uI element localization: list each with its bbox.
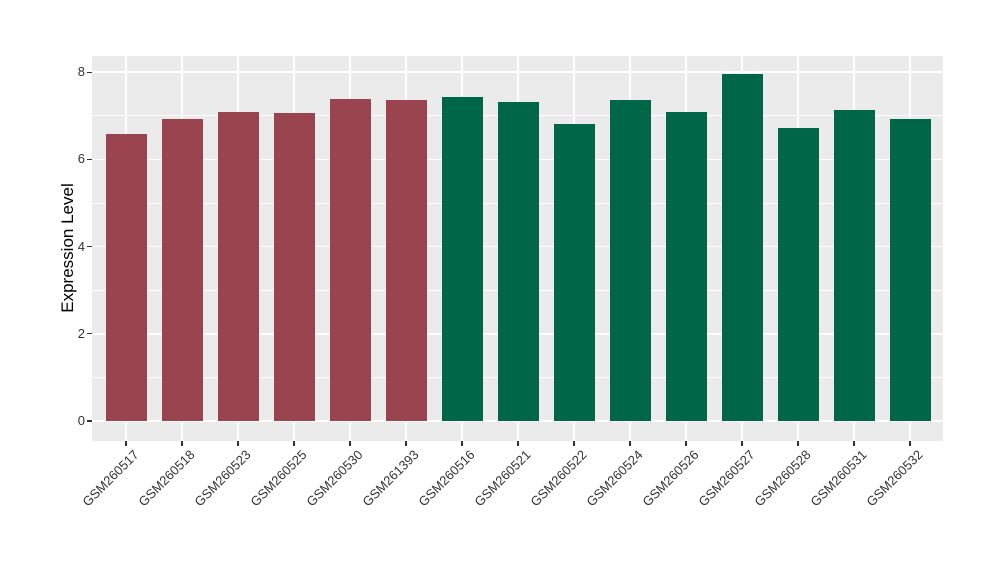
x-tick-mark — [125, 441, 127, 446]
bar — [105, 133, 147, 421]
x-tick-label: GSM260517 — [79, 447, 142, 510]
y-tick-label: 8 — [77, 64, 85, 80]
bar — [833, 109, 875, 421]
y-tick-label: 6 — [77, 151, 85, 167]
bar — [721, 73, 763, 421]
x-tick-mark — [685, 441, 687, 446]
x-tick-label: GSM260516 — [415, 447, 478, 510]
bar — [665, 112, 707, 421]
x-tick-label: GSM260518 — [135, 447, 198, 510]
bar — [609, 100, 651, 421]
x-tick-label: GSM260525 — [247, 447, 310, 510]
bar — [889, 118, 931, 421]
bar — [777, 127, 819, 421]
bar — [329, 98, 371, 421]
x-tick-mark — [405, 441, 407, 446]
bar — [161, 119, 203, 421]
x-tick-mark — [517, 441, 519, 446]
bar — [273, 113, 315, 421]
x-tick-label: GSM260524 — [583, 447, 646, 510]
x-tick-mark — [629, 441, 631, 446]
y-tick-mark — [87, 158, 92, 160]
plot-panel — [92, 56, 943, 441]
x-tick-label: GSM261393 — [359, 447, 422, 510]
x-tick-label: GSM260521 — [471, 447, 534, 510]
x-tick-mark — [349, 441, 351, 446]
x-tick-label: GSM260530 — [303, 447, 366, 510]
x-tick-label: GSM260528 — [751, 447, 814, 510]
x-tick-label: GSM260523 — [191, 447, 254, 510]
y-tick-label: 4 — [77, 238, 85, 254]
y-tick-mark — [87, 420, 92, 422]
y-tick-label: 2 — [77, 325, 85, 341]
x-tick-mark — [741, 441, 743, 446]
x-tick-mark — [853, 441, 855, 446]
x-tick-mark — [181, 441, 183, 446]
y-tick-mark — [87, 71, 92, 73]
bar — [441, 96, 483, 421]
bar — [217, 112, 259, 421]
y-tick-mark — [87, 245, 92, 248]
x-tick-label: GSM260532 — [863, 447, 926, 510]
x-tick-label: GSM260531 — [807, 447, 870, 510]
y-tick-mark — [87, 333, 92, 335]
x-tick-mark — [573, 441, 575, 446]
x-tick-mark — [237, 441, 239, 446]
x-tick-mark — [797, 441, 799, 446]
x-tick-label: GSM260526 — [639, 447, 702, 510]
x-tick-mark — [293, 441, 295, 446]
x-tick-mark — [461, 441, 463, 446]
x-tick-label: GSM260527 — [695, 447, 758, 510]
x-tick-mark — [909, 441, 911, 446]
bar — [385, 100, 427, 421]
bar — [553, 123, 595, 421]
bar — [497, 101, 539, 421]
y-tick-label: 0 — [77, 412, 85, 428]
x-tick-label: GSM260522 — [527, 447, 590, 510]
